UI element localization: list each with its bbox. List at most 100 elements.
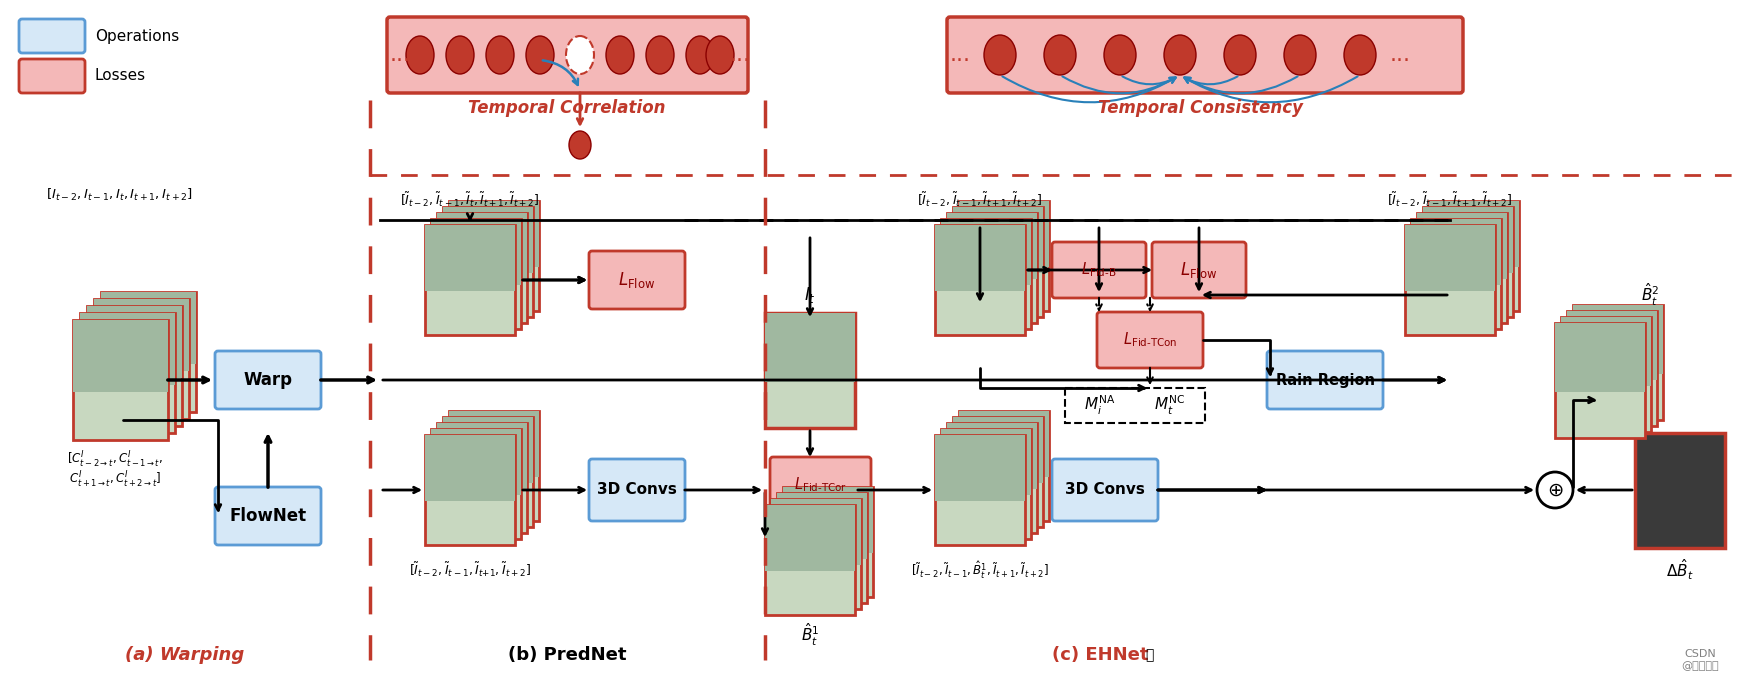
Bar (437, 213, 527, 279)
Bar (1417, 213, 1507, 279)
Bar (936, 435, 1025, 501)
Text: ...: ... (729, 45, 751, 65)
Bar (86, 306, 181, 378)
Bar (1556, 323, 1646, 437)
FancyBboxPatch shape (946, 17, 1462, 93)
Bar (1561, 316, 1651, 386)
Bar (765, 312, 855, 428)
FancyBboxPatch shape (1152, 242, 1246, 298)
Ellipse shape (647, 36, 675, 74)
Bar (959, 411, 1048, 477)
Bar (1556, 323, 1646, 392)
Bar (79, 313, 174, 385)
Bar (936, 225, 1025, 291)
Bar (1064, 388, 1205, 423)
Text: Losses: Losses (95, 69, 146, 84)
Text: $L_{\mathrm{Fid\text{-}TCor}}$: $L_{\mathrm{Fid\text{-}TCor}}$ (793, 476, 846, 494)
Bar (936, 435, 1025, 545)
Bar (93, 299, 189, 419)
Bar (442, 207, 532, 317)
Bar (442, 417, 532, 483)
Ellipse shape (566, 36, 594, 74)
Bar (1417, 213, 1507, 323)
Text: $\hat{B}^1_t$: $\hat{B}^1_t$ (802, 622, 819, 648)
Bar (1566, 310, 1656, 426)
Bar (953, 207, 1043, 273)
Bar (953, 207, 1043, 317)
Text: $[\tilde{I}_{t-2}, \tilde{I}_{t-1}, \tilde{I}_{t+1}, \tilde{I}_{t+2}]$: $[\tilde{I}_{t-2}, \tilde{I}_{t-1}, \til… (1387, 191, 1514, 209)
Text: (a) Warping: (a) Warping (125, 646, 245, 664)
FancyBboxPatch shape (589, 459, 685, 521)
Text: Rain Region: Rain Region (1276, 373, 1374, 388)
Text: $[I_{t-2}, I_{t-1}, I_t, I_{t+1}, I_{t+2}]$: $[I_{t-2}, I_{t-1}, I_t, I_{t+1}, I_{t+2… (46, 187, 194, 203)
Ellipse shape (569, 131, 590, 159)
Text: $[C^I_{t-2\to t}, C^I_{t-1\to t},$: $[C^I_{t-2\to t}, C^I_{t-1\to t},$ (67, 450, 164, 470)
Text: (b) PredNet: (b) PredNet (507, 646, 626, 664)
Text: $I_t$: $I_t$ (803, 285, 816, 305)
FancyBboxPatch shape (19, 19, 85, 53)
Bar (442, 207, 532, 273)
Bar (432, 429, 522, 539)
Bar (1635, 433, 1725, 547)
Ellipse shape (527, 36, 553, 74)
Bar (1429, 201, 1519, 267)
Ellipse shape (983, 35, 1017, 75)
Bar (425, 225, 515, 335)
Bar (765, 505, 855, 571)
Bar (100, 292, 196, 364)
Text: 💬: 💬 (1145, 648, 1154, 662)
Text: $M^{\mathrm{NA}}_i$: $M^{\mathrm{NA}}_i$ (1084, 393, 1115, 417)
Text: $L_{\mathrm{Fid\text{-}B}}$: $L_{\mathrm{Fid\text{-}B}}$ (1082, 261, 1117, 279)
Bar (777, 493, 867, 559)
Bar (1429, 201, 1519, 311)
Bar (772, 499, 862, 565)
Bar (959, 411, 1048, 521)
Text: $\Delta\hat{B}_t$: $\Delta\hat{B}_t$ (1667, 557, 1693, 583)
Bar (449, 201, 539, 267)
Bar (437, 423, 527, 489)
Bar (1411, 219, 1501, 329)
Ellipse shape (707, 36, 735, 74)
Bar (93, 299, 189, 371)
Ellipse shape (1105, 35, 1136, 75)
Text: $C^I_{t+1\to t}, C^I_{t+2\to t}]$: $C^I_{t+1\to t}, C^I_{t+2\to t}]$ (69, 470, 162, 490)
Bar (777, 493, 867, 603)
FancyBboxPatch shape (1098, 312, 1203, 368)
Ellipse shape (486, 36, 515, 74)
Bar (941, 429, 1031, 539)
Text: $[\tilde{I}_{t-2}, \tilde{I}_{t-1}, \tilde{I}_t, \tilde{I}_{t+1}, \tilde{I}_{t+2: $[\tilde{I}_{t-2}, \tilde{I}_{t-1}, \til… (400, 191, 539, 209)
Text: FlowNet: FlowNet (229, 507, 307, 525)
Bar (1561, 316, 1651, 431)
Text: ...: ... (950, 45, 971, 65)
Bar (442, 417, 532, 527)
Bar (946, 213, 1038, 279)
Text: Warp: Warp (243, 371, 292, 389)
Text: Operations: Operations (95, 29, 180, 43)
Bar (959, 201, 1048, 267)
Ellipse shape (446, 36, 474, 74)
Text: ...: ... (389, 45, 411, 65)
Bar (941, 429, 1031, 495)
Circle shape (1536, 472, 1573, 508)
FancyBboxPatch shape (589, 251, 685, 309)
Ellipse shape (685, 36, 714, 74)
Ellipse shape (1045, 35, 1077, 75)
Bar (936, 225, 1025, 335)
Bar (449, 201, 539, 311)
Text: 3D Convs: 3D Convs (597, 483, 677, 498)
FancyBboxPatch shape (1052, 459, 1158, 521)
FancyBboxPatch shape (388, 17, 749, 93)
Text: $\oplus$: $\oplus$ (1547, 481, 1563, 500)
Text: $L_{\mathrm{Flow}}$: $L_{\mathrm{Flow}}$ (1181, 260, 1218, 280)
Bar (782, 487, 872, 553)
Bar (772, 499, 862, 609)
FancyBboxPatch shape (215, 487, 321, 545)
Bar (425, 225, 515, 291)
Bar (946, 423, 1038, 533)
FancyBboxPatch shape (1267, 351, 1383, 409)
Bar (79, 313, 174, 433)
Text: $[\tilde{I}_{t-2}, \tilde{I}_{t-1}, \tilde{I}_{t\text{+1}}, \tilde{I}_{t+2}]$: $[\tilde{I}_{t-2}, \tilde{I}_{t-1}, \til… (409, 561, 530, 579)
Bar (1573, 304, 1663, 420)
Ellipse shape (1284, 35, 1316, 75)
Text: ...: ... (1390, 45, 1411, 65)
